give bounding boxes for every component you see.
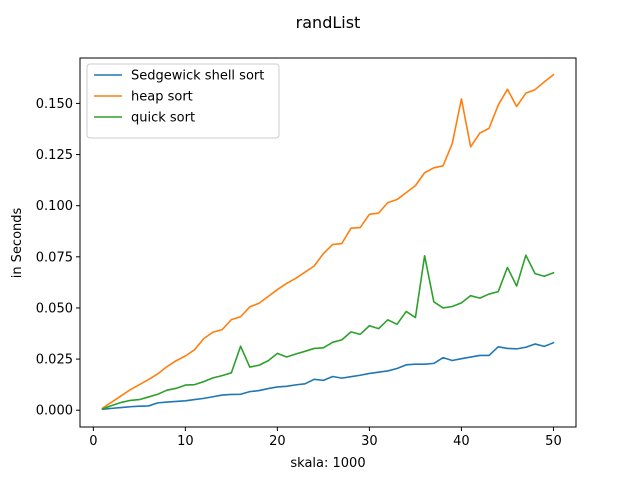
legend-box: [86, 63, 280, 139]
x-axis: 0 10 20 30 40 50: [89, 427, 562, 449]
y-tick-label: 0.050: [36, 301, 73, 316]
y-tick-label: 0.000: [36, 404, 73, 419]
series-line-2: [101, 254, 555, 411]
x-tick-label: 10: [177, 434, 194, 449]
y-tick-label: 0.075: [36, 250, 73, 265]
chart-title: randList: [296, 13, 361, 32]
x-tick-label: 0: [89, 434, 97, 449]
y-axis: 0.000 0.025 0.050 0.075 0.100 0.125 0.150: [36, 97, 80, 419]
legend-label: heap sort: [131, 90, 193, 105]
series-line-0: [101, 341, 555, 411]
y-tick-label: 0.150: [36, 97, 73, 112]
series-line-1: [101, 73, 555, 410]
x-tick-label: 50: [545, 434, 562, 449]
legend-label: quick sort: [131, 111, 195, 126]
plot-frame: [79, 57, 577, 428]
x-tick-label: 40: [453, 434, 470, 449]
legend: Sedgewick shell sort heap sort quick sort: [86, 63, 280, 139]
x-tick-label: 30: [361, 434, 378, 449]
y-axis-title: in Seconds: [10, 207, 25, 278]
y-tick-label: 0.100: [36, 199, 73, 214]
series-layer: [101, 73, 555, 411]
y-tick-label: 0.125: [36, 148, 73, 163]
x-axis-title: skala: 1000: [290, 456, 365, 471]
legend-label: Sedgewick shell sort: [131, 69, 264, 84]
y-tick-label: 0.025: [36, 353, 73, 368]
x-tick-label: 20: [269, 434, 286, 449]
